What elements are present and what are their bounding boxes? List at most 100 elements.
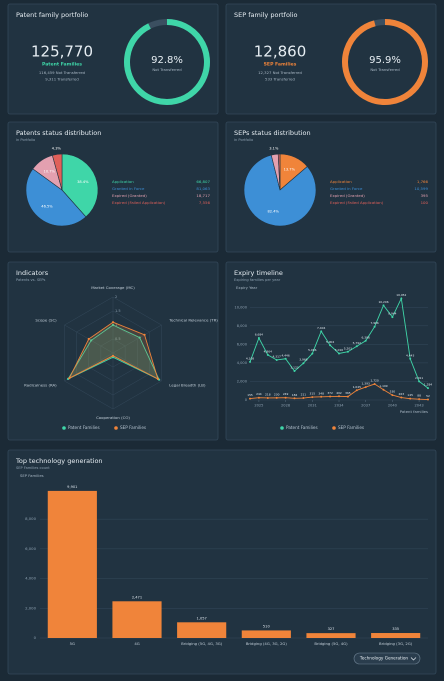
bar xyxy=(306,633,356,638)
series-point xyxy=(391,394,394,397)
series-point xyxy=(302,362,305,365)
detail: 12,327 Not Transferred xyxy=(258,70,302,75)
legend-label: Expired (Failed Application) xyxy=(330,200,384,205)
dropdown-button[interactable]: Technology Generation xyxy=(353,652,421,665)
bar-value-label: 335 xyxy=(392,627,399,631)
bar xyxy=(112,601,162,638)
point-label: 249 xyxy=(283,392,289,396)
series-point xyxy=(355,345,358,348)
point-label: 211 xyxy=(301,393,307,397)
x-tick-label: 2031 xyxy=(308,404,317,408)
axis-label: Market Coverage (MC) xyxy=(91,285,135,290)
x-tick-label: Bridging (5G, 4G, 3G) xyxy=(181,641,223,646)
series-point xyxy=(249,397,251,400)
x-tick-label: 2040 xyxy=(388,404,398,408)
total-caption: Patent Families xyxy=(42,62,82,68)
slice-label: 4.3% xyxy=(52,146,62,150)
legend-label: Expired (Failed Application) xyxy=(112,200,166,205)
card-title: Patent family portfolio xyxy=(16,11,88,19)
x-tick-label: 2043 xyxy=(415,404,424,408)
series-point xyxy=(373,383,376,386)
point-label: 2,011 xyxy=(415,376,423,380)
point-label: 10,952 xyxy=(396,293,406,297)
series-point xyxy=(418,380,421,383)
y-tick-label: 6,000 xyxy=(25,546,36,551)
series-point xyxy=(409,357,412,360)
series-point xyxy=(346,395,349,398)
series-point xyxy=(418,398,421,401)
gauge-caption: Not Transferred xyxy=(152,67,182,72)
y-tick-label: 8,000 xyxy=(25,516,36,521)
series-point xyxy=(382,304,385,307)
legend-label: SEP Families xyxy=(120,425,146,430)
legend-label: SEP Families xyxy=(338,425,364,430)
bar xyxy=(241,630,291,638)
series-point xyxy=(427,387,429,390)
y-tick-label: 0 xyxy=(34,635,37,640)
series-point xyxy=(293,370,296,373)
legend-label: Patent Families xyxy=(286,425,318,430)
radar-point xyxy=(111,323,115,327)
point-label: 315 xyxy=(310,392,316,396)
legend-label: Expired (Granted) xyxy=(330,193,365,198)
pie-slice xyxy=(243,154,317,227)
radar-point xyxy=(87,337,90,341)
series-point xyxy=(266,353,269,356)
point-label: 4,317 xyxy=(273,354,281,358)
series-point xyxy=(346,350,349,353)
legend-value: 66,807 xyxy=(196,179,210,184)
series-point xyxy=(320,395,323,398)
bar-value-label: 2,471 xyxy=(132,595,142,599)
card-subtitle: Patents vs. SEPs xyxy=(16,278,45,282)
bar-value-label: 9,901 xyxy=(67,485,77,489)
series-point xyxy=(275,358,278,361)
point-label: 7,906 xyxy=(370,321,378,325)
card-title: Top technology generation xyxy=(15,457,103,465)
y-tick-label: 4,000 xyxy=(25,576,36,581)
r-tick-label: 1.5 xyxy=(115,309,121,313)
series-point xyxy=(364,386,367,389)
series-point xyxy=(409,397,412,400)
point-label: 4,864 xyxy=(264,349,272,353)
slice-label: 13.7% xyxy=(284,168,296,172)
y-axis-title: SEP Families xyxy=(20,473,44,478)
series-point xyxy=(284,396,287,399)
legend-value: 100 xyxy=(421,200,429,205)
point-label: 1,109 xyxy=(379,384,387,388)
point-label: 184 xyxy=(292,393,298,397)
card-subtitle: Expiring families per year xyxy=(234,278,281,282)
series-point xyxy=(373,325,376,328)
point-label: 3,123 xyxy=(290,366,298,370)
axis-label: Cooperation (CO) xyxy=(96,415,130,420)
total: 125,770 xyxy=(31,43,93,61)
card-subtitle: in Portfolio xyxy=(16,138,35,142)
series-point xyxy=(364,339,367,342)
point-label: 1,393 xyxy=(362,382,370,386)
y-tick-label: 10,000 xyxy=(234,305,247,309)
x-tick-label: Bridging (3G, 2G) xyxy=(379,641,413,646)
point-label: 1,720 xyxy=(370,379,378,383)
point-label: 145 xyxy=(407,393,413,397)
card-title: Patents status distribution xyxy=(16,129,101,137)
series-point xyxy=(266,396,269,399)
point-label: 155 xyxy=(247,393,253,397)
point-label: 4,443 xyxy=(406,353,414,357)
point-label: 6,684 xyxy=(255,333,263,337)
detail: 116,459 Not Transferred xyxy=(39,70,86,75)
legend-value: 10,599 xyxy=(414,186,428,191)
point-label: 10,206 xyxy=(378,300,388,304)
series-point xyxy=(382,388,385,391)
series-point xyxy=(400,297,403,300)
radar-point xyxy=(111,321,115,324)
series-point xyxy=(293,397,296,400)
axis-label: Legal Breadth (LB) xyxy=(169,383,206,388)
card-title: SEP family portfolio xyxy=(234,11,298,19)
point-label: 230 xyxy=(274,392,280,396)
series-point xyxy=(311,352,314,355)
dropdown-caret xyxy=(410,657,417,661)
point-label: 5,792 xyxy=(353,341,361,345)
r-tick-label: 1 xyxy=(115,323,117,327)
